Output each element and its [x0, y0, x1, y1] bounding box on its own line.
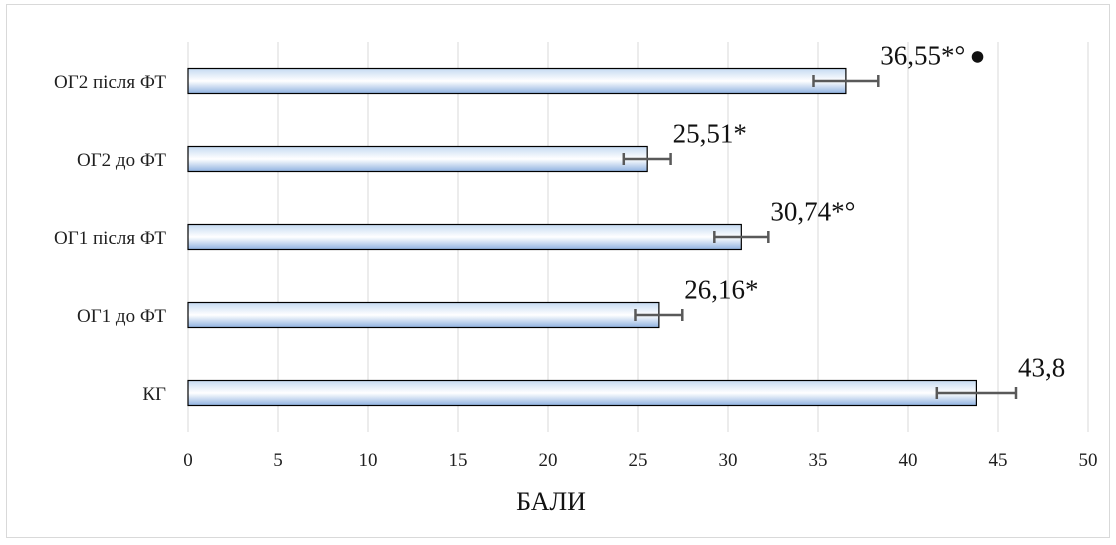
x-tick-label: 50	[1079, 450, 1098, 471]
error-bar	[812, 75, 880, 87]
error-bar	[713, 231, 770, 243]
bar	[187, 223, 742, 251]
category-label: ОГ1 до ФТ	[77, 306, 166, 327]
category-label: ОГ1 після ФТ	[54, 228, 166, 249]
x-tick-label: 25	[629, 450, 648, 471]
bars: 43,8 26,16* 30,74*° 25,51* 36,55*° ●	[187, 41, 1065, 407]
bar	[187, 67, 847, 95]
x-tick-label: 0	[183, 450, 193, 471]
x-tick-labels: 0 5 10 15 20 25 30 35 40 45 50	[183, 450, 1097, 471]
bar	[187, 301, 660, 329]
category-labels: КГ ОГ1 до ФТ ОГ1 після ФТ ОГ2 до ФТ ОГ2 післ…	[54, 72, 166, 405]
error-bar	[935, 387, 1018, 399]
x-tick-label: 5	[273, 450, 283, 471]
x-tick-label: 30	[719, 450, 738, 471]
data-label-marker: ●	[969, 41, 985, 71]
bar	[187, 145, 648, 173]
category-label: ОГ2 після ФТ	[54, 72, 166, 93]
error-bar	[634, 309, 684, 321]
data-label: 30,74*°	[770, 197, 855, 227]
x-tick-label: 40	[899, 450, 918, 471]
bar	[187, 379, 978, 407]
category-label: КГ	[142, 384, 166, 405]
gridlines	[187, 42, 1089, 432]
x-axis-title: БАЛИ	[516, 487, 586, 516]
data-label: 26,16*	[684, 275, 758, 305]
data-label: 36,55*°	[880, 41, 965, 71]
category-label: ОГ2 до ФТ	[77, 150, 166, 171]
x-tick-label: 45	[989, 450, 1008, 471]
data-label: 43,8	[1018, 353, 1065, 383]
x-tick-label: 15	[449, 450, 468, 471]
data-label: 25,51*	[673, 119, 747, 149]
x-tick-label: 20	[539, 450, 558, 471]
x-tick-label: 35	[809, 450, 828, 471]
x-tick-label: 10	[359, 450, 378, 471]
error-bar	[622, 153, 672, 165]
